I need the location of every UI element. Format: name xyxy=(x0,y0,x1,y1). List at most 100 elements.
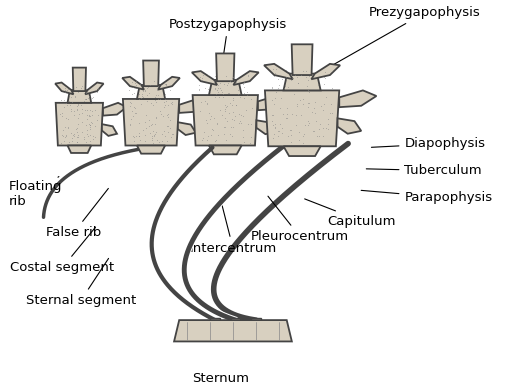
Point xyxy=(162,81,170,88)
Text: Diapophysis: Diapophysis xyxy=(371,137,485,150)
Point xyxy=(83,112,91,118)
Point xyxy=(63,102,72,108)
Point xyxy=(223,82,231,88)
Point xyxy=(293,103,301,109)
Point xyxy=(58,132,67,138)
Point xyxy=(212,137,221,143)
Point xyxy=(283,111,291,117)
Point xyxy=(86,124,94,130)
Point xyxy=(130,104,138,110)
Point xyxy=(276,105,284,111)
Point xyxy=(87,119,95,125)
Point xyxy=(163,123,171,129)
Point xyxy=(308,109,316,115)
Point xyxy=(198,137,206,144)
Point xyxy=(220,81,228,87)
Point xyxy=(126,122,134,128)
Text: Tuberculum: Tuberculum xyxy=(366,164,482,177)
Polygon shape xyxy=(192,71,217,85)
Point xyxy=(239,134,247,140)
Point xyxy=(239,81,247,87)
Point xyxy=(326,109,334,116)
Point xyxy=(86,122,94,128)
Polygon shape xyxy=(179,99,207,113)
Point xyxy=(87,132,95,138)
Point xyxy=(135,96,143,102)
Point xyxy=(269,66,278,73)
Point xyxy=(239,127,247,133)
Point xyxy=(204,86,212,92)
Point xyxy=(299,100,307,107)
Point xyxy=(88,95,96,101)
Point xyxy=(158,131,166,137)
Point xyxy=(168,131,176,137)
Point xyxy=(283,115,291,121)
Point xyxy=(328,110,336,116)
Point xyxy=(281,83,289,89)
Polygon shape xyxy=(103,103,126,116)
Point xyxy=(129,84,137,90)
Point xyxy=(268,83,276,90)
Polygon shape xyxy=(209,80,242,95)
Point xyxy=(312,133,321,139)
Point xyxy=(137,95,145,101)
Point xyxy=(61,89,70,95)
Point xyxy=(92,87,100,93)
Point xyxy=(64,86,72,92)
Point xyxy=(321,74,329,81)
Point xyxy=(226,78,234,85)
Point xyxy=(236,94,244,100)
Point xyxy=(284,84,292,90)
Point xyxy=(228,102,237,108)
Polygon shape xyxy=(102,124,117,136)
Point xyxy=(272,66,281,72)
Point xyxy=(88,120,96,126)
Point xyxy=(94,86,102,92)
Point xyxy=(268,118,276,124)
Point xyxy=(161,81,169,87)
Point xyxy=(131,90,139,96)
Point xyxy=(68,85,76,91)
Polygon shape xyxy=(311,64,340,79)
Point xyxy=(74,101,82,107)
Point xyxy=(161,91,169,97)
Point xyxy=(132,132,140,139)
Point xyxy=(278,130,286,136)
Point xyxy=(229,124,237,130)
Point xyxy=(131,110,139,116)
Polygon shape xyxy=(284,74,321,90)
Point xyxy=(135,133,143,139)
Point xyxy=(315,133,323,139)
Point xyxy=(159,113,167,120)
Point xyxy=(146,100,155,106)
Point xyxy=(77,85,86,91)
Point xyxy=(62,115,70,121)
Point xyxy=(270,73,278,80)
Point xyxy=(161,96,169,102)
Point xyxy=(130,138,138,144)
Point xyxy=(207,113,215,120)
Point xyxy=(204,72,212,78)
Point xyxy=(203,120,211,126)
Point xyxy=(318,106,327,113)
Point xyxy=(309,86,317,92)
Point xyxy=(211,85,219,91)
Point xyxy=(287,73,295,79)
Point xyxy=(282,73,290,80)
Point xyxy=(148,133,156,140)
Polygon shape xyxy=(55,83,73,94)
Point xyxy=(67,130,75,136)
Point xyxy=(70,112,78,118)
Point xyxy=(135,91,143,97)
Bar xyxy=(231,318,240,336)
Point xyxy=(129,133,137,139)
Point xyxy=(145,117,153,123)
Point xyxy=(154,95,162,102)
Point xyxy=(131,105,139,111)
Point xyxy=(197,74,205,80)
Point xyxy=(68,135,76,141)
Polygon shape xyxy=(193,95,258,146)
Point xyxy=(195,86,203,92)
Point xyxy=(317,103,325,109)
Point xyxy=(269,122,277,128)
